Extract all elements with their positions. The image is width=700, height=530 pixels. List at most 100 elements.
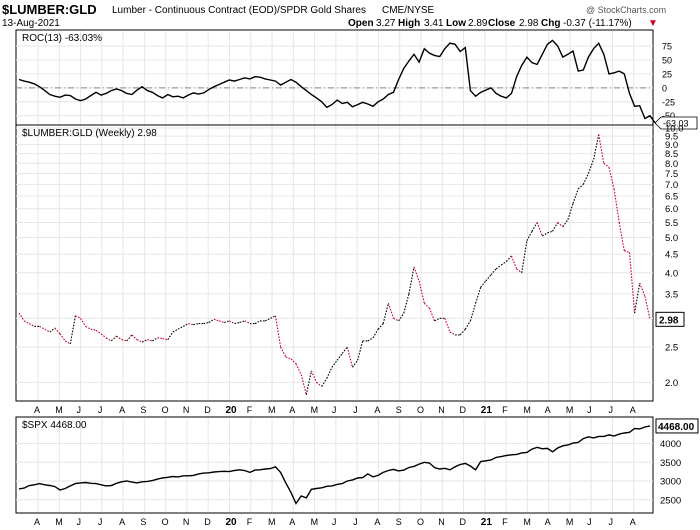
ratio-line-segment xyxy=(85,325,92,330)
spx-y-tick-label: 3500 xyxy=(660,458,681,469)
ratio-line-segment xyxy=(624,250,630,253)
roc-y-tick-label: 75 xyxy=(662,41,672,51)
ratio-line-segment xyxy=(167,331,174,341)
ratio-line-segment xyxy=(552,222,559,232)
x-tick-label: J xyxy=(608,405,613,415)
ratio-line-segment xyxy=(131,334,138,341)
ratio-y-tick-label: 4.5 xyxy=(665,250,678,261)
x-axis-bottom: A M J J A S O N D 20 F M A M J J A S O N D 21 F M A M J J A xyxy=(34,517,636,528)
ratio-line-segment xyxy=(213,318,220,322)
ratio-line-segment xyxy=(208,318,215,323)
ratio-line-segment xyxy=(49,327,56,333)
ratio-y-tick-label: 3.5 xyxy=(665,289,678,300)
x-tick-label: J xyxy=(77,405,82,415)
chg-label: Chg xyxy=(541,18,560,29)
x-tick-label: J xyxy=(353,517,358,527)
spx-last-value-box xyxy=(655,418,699,434)
x-tick-label: M xyxy=(311,405,319,415)
ratio-line-segment xyxy=(475,287,482,304)
ratio-line-segment xyxy=(444,318,451,333)
ratio-line-segment xyxy=(229,320,235,325)
ratio-line-segment xyxy=(495,264,502,270)
x-tick-label: N xyxy=(183,517,190,527)
ratio-y-tick-label: 10.0 xyxy=(665,124,684,135)
x-tick-label: O xyxy=(162,517,169,527)
x-tick-label: A xyxy=(289,517,295,527)
ratio-line-segment xyxy=(434,317,440,322)
ratio-line-segment xyxy=(449,331,456,336)
ratio-y-tick-label: 5.5 xyxy=(665,218,678,229)
ratio-line-segment xyxy=(506,255,512,262)
ratio-y-tick-label: 9.0 xyxy=(665,140,678,151)
x-tick-label: M xyxy=(268,517,276,527)
roc-panel-frame xyxy=(15,29,654,126)
chg-value: -0.37 (-11.17%) xyxy=(563,18,632,29)
roc-y-tick-label: -50 xyxy=(662,111,675,121)
ratio-line-segment xyxy=(480,280,487,288)
x-tick-label: O xyxy=(162,405,169,415)
open-label: Open xyxy=(348,18,374,29)
ratio-title: $LUMBER:GLD (Weekly) 2.98 xyxy=(22,128,157,139)
ratio-line-segment xyxy=(367,337,374,342)
ratio-line-segment xyxy=(321,378,328,387)
ratio-line-segment xyxy=(157,337,163,340)
high-value: 3.41 xyxy=(424,18,444,29)
ratio-line-segment xyxy=(618,222,625,251)
ratio-line-segment xyxy=(121,339,127,342)
ratio-line-segment xyxy=(188,323,194,326)
ratio-line-segment xyxy=(244,320,251,325)
ratio-line-segment xyxy=(393,317,399,322)
low-label: Low xyxy=(446,18,466,29)
ratio-last-value-tag: 2.98 xyxy=(655,311,685,327)
ratio-y-tick-label: 2.5 xyxy=(665,343,678,354)
x-tick-label: F xyxy=(502,517,508,527)
x-tick-label: S xyxy=(396,405,402,415)
ratio-y-tick-label: 7.5 xyxy=(665,169,678,180)
roc-last-value-tag: -63.03 xyxy=(654,116,698,130)
spx-y-tick-label: 4000 xyxy=(660,439,681,450)
x-tick-label: D xyxy=(204,405,211,415)
ratio-line-segment xyxy=(300,374,307,395)
ratio-line-segment xyxy=(628,252,636,314)
ratio-line-segment xyxy=(510,255,518,270)
spx-series-line xyxy=(18,425,651,505)
ratio-y-tick-label: 8.5 xyxy=(665,149,678,160)
ratio-line-segment xyxy=(644,296,651,320)
x-tick-label: J xyxy=(587,517,592,527)
ratio-line-segment xyxy=(90,328,97,331)
ratio-line-segment xyxy=(418,280,425,304)
ratio-line-segment xyxy=(274,315,282,348)
watermark-text: @ StockCharts.com xyxy=(586,5,666,15)
spx-y-tick-label: 3000 xyxy=(660,477,681,488)
ratio-line-segment xyxy=(290,358,297,365)
ratio-line-segment xyxy=(172,328,179,333)
ratio-line-segment xyxy=(331,359,338,368)
ratio-line-segment xyxy=(352,359,359,368)
ratio-line-segment xyxy=(469,303,477,322)
ratio-line-segment xyxy=(64,340,71,345)
ratio-line-segment xyxy=(377,323,384,330)
ratio-line-segment xyxy=(613,188,620,223)
ratio-line-segment xyxy=(305,370,312,395)
ratio-line-segment xyxy=(336,353,343,361)
ratio-line-segment xyxy=(152,337,158,342)
ratio-line-segment xyxy=(54,327,61,335)
close-label: Close xyxy=(488,18,516,29)
x-tick-label: O xyxy=(417,517,424,527)
ratio-line-segment xyxy=(608,167,615,190)
ratio-line-segment xyxy=(639,282,646,297)
spx-y-tick-label: 2500 xyxy=(660,495,681,506)
ratio-line-segment xyxy=(547,230,553,234)
x-tick-label: D xyxy=(460,405,467,415)
x-tick-label: S xyxy=(396,517,402,527)
x-tick-label: 21 xyxy=(481,405,493,416)
x-tick-label: J xyxy=(98,405,103,415)
ratio-line-segment xyxy=(254,320,261,325)
ratio-line-segment xyxy=(95,329,102,335)
ratio-line-segment xyxy=(295,363,302,375)
ratio-line-segment xyxy=(408,266,415,295)
ratio-line-segment xyxy=(516,268,523,274)
ratio-line-segment xyxy=(572,188,579,204)
ratio-last-value: 2.98 xyxy=(659,315,679,326)
roc-panel: 75 50 25 0 -25 -50 ROC(13) -63.03% -63.03 xyxy=(15,29,698,130)
